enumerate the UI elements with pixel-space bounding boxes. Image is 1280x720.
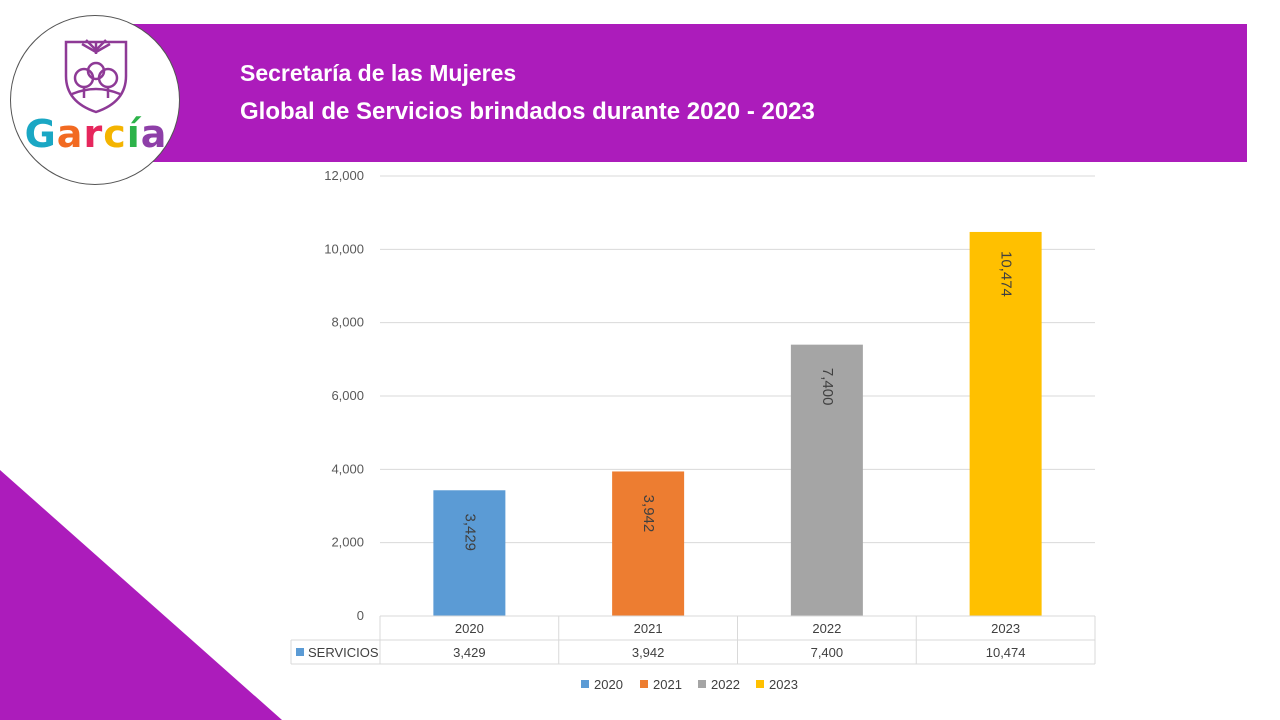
logo-text: García (11, 112, 181, 156)
page-subtitle: Global de Servicios brindados durante 20… (240, 98, 815, 125)
bar (433, 490, 506, 616)
x-category-label: 2023 (991, 621, 1020, 636)
x-category-label: 2021 (634, 621, 663, 636)
series-key (296, 648, 304, 656)
corner-triangle (0, 470, 282, 720)
logo-letter: c (103, 112, 127, 156)
data-table: 2020 2021 2022 2023 SERVICIOS 3,429 3,942 7,400… (290, 615, 1096, 665)
legend-label: 2022 (711, 677, 740, 692)
table-value: 7,400 (811, 645, 844, 660)
y-tick-label: 2,000 (331, 535, 364, 550)
bar-value-label: 3,942 (640, 495, 657, 533)
legend-label: 2020 (594, 677, 623, 692)
y-tick-label: 6,000 (331, 388, 364, 403)
legend-swatch (756, 680, 764, 688)
table-value: 10,474 (986, 645, 1026, 660)
header-banner (128, 24, 1247, 162)
logo-letter: a (140, 112, 168, 156)
x-category-label: 2020 (455, 621, 484, 636)
legend-label: 2023 (769, 677, 798, 692)
legend-swatch (640, 680, 648, 688)
table-row-label: SERVICIOS (308, 645, 379, 660)
y-tick-label: 8,000 (331, 315, 364, 330)
logo: García (10, 15, 180, 185)
bar-value-label: 3,429 (461, 513, 478, 551)
y-tick-label: 4,000 (331, 461, 364, 476)
logo-letter: a (56, 112, 84, 156)
legend-swatch (581, 680, 589, 688)
legend-label: 2021 (653, 677, 682, 692)
y-tick-label: 0 (357, 608, 364, 623)
logo-letter: r (83, 112, 104, 156)
y-axis: 0 2,000 4,000 6,000 8,000 10,000 12,000 (324, 168, 364, 623)
bar-value-label: 10,474 (998, 251, 1015, 297)
logo-letter: í (126, 112, 141, 156)
table-value: 3,942 (632, 645, 665, 660)
table-value: 3,429 (453, 645, 486, 660)
legend: 2020 2021 2022 2023 (581, 677, 798, 692)
bar (790, 344, 863, 616)
shield-icon (64, 39, 128, 114)
bar-value-label: 7,400 (819, 368, 836, 406)
page-title: Secretaría de las Mujeres (240, 60, 517, 86)
x-category-label: 2022 (812, 621, 841, 636)
bar (969, 231, 1042, 616)
logo-letter: G (24, 112, 57, 156)
y-tick-label: 12,000 (324, 168, 364, 183)
y-tick-label: 10,000 (324, 241, 364, 256)
bar (612, 471, 685, 616)
bars: 3,429 3,942 7,400 10,474 (433, 231, 1042, 616)
legend-swatch (698, 680, 706, 688)
